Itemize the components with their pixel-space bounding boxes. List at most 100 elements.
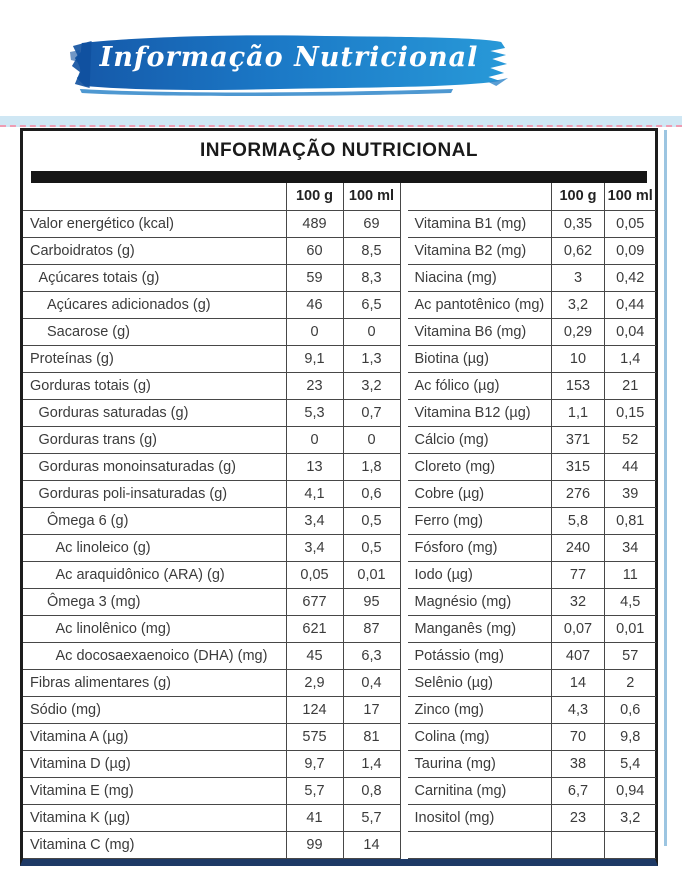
- nutrient-name: Vitamina A (µg): [23, 723, 286, 751]
- value-100g: 621: [285, 615, 343, 643]
- value-100g: 5,3: [285, 399, 343, 427]
- nutrient-name: Ac araquidônico (ARA) (g): [23, 561, 286, 589]
- value-100g: 0,35: [551, 210, 605, 238]
- table-row: Fósforo (mg) 240 34: [407, 534, 656, 562]
- value-100g: 124: [285, 696, 343, 724]
- nutrient-name: Biotina (µg): [407, 345, 552, 373]
- value-100ml: 39: [604, 480, 656, 508]
- table-row: Inositol (mg) 23 3,2: [407, 804, 656, 832]
- nutrient-name: Selênio (µg): [407, 669, 552, 697]
- value-100g: 41: [285, 804, 343, 832]
- value-100ml: 0: [342, 426, 401, 454]
- table-row: Vitamina D (µg) 9,7 1,4: [23, 750, 401, 778]
- value-100ml: 0,05: [604, 210, 656, 238]
- value-100g: 45: [285, 642, 343, 670]
- value-100ml: 95: [342, 588, 401, 616]
- value-100ml: 0,94: [604, 777, 656, 805]
- header-spacer: [407, 183, 552, 211]
- table-row: Ac linolênico (mg) 621 87: [23, 615, 401, 643]
- nutrient-name: Açúcares adicionados (g): [23, 291, 286, 319]
- nutrient-name: [407, 831, 552, 859]
- banner-title: Informação Nutricional: [99, 42, 479, 73]
- table-row: Valor energético (kcal) 489 69: [23, 210, 401, 238]
- value-100g: 0: [285, 318, 343, 346]
- table-row: Magnésio (mg) 32 4,5: [407, 588, 656, 616]
- unit-header-row-right: 100 g 100 ml: [407, 183, 656, 211]
- nutrient-name: Gorduras saturadas (g): [23, 399, 286, 427]
- value-100ml: 44: [604, 453, 656, 481]
- value-100g: 0,62: [551, 237, 605, 265]
- table-row: Zinco (mg) 4,3 0,6: [407, 696, 656, 724]
- nutrient-name: Carnitina (mg): [407, 777, 552, 805]
- table-row: Açúcares totais (g) 59 8,3: [23, 264, 401, 292]
- nutrient-name: Gorduras totais (g): [23, 372, 286, 400]
- value-100ml: 6,3: [342, 642, 401, 670]
- value-100ml: 2: [604, 669, 656, 697]
- nutrient-name: Zinco (mg): [407, 696, 552, 724]
- value-100g: 0: [285, 426, 343, 454]
- value-100ml: 69: [342, 210, 401, 238]
- nutrient-name: Ac linoleico (g): [23, 534, 286, 562]
- table-row: Carnitina (mg) 6,7 0,94: [407, 777, 656, 805]
- nutrient-name: Valor energético (kcal): [23, 210, 286, 238]
- table-row: Ac linoleico (g) 3,4 0,5: [23, 534, 401, 562]
- value-100ml: 0,5: [342, 534, 401, 562]
- value-100ml: 0,6: [604, 696, 656, 724]
- value-100g: 99: [285, 831, 343, 859]
- value-100ml: 0,42: [604, 264, 656, 292]
- table-row: Gorduras totais (g) 23 3,2: [23, 372, 401, 400]
- value-100g: 2,9: [285, 669, 343, 697]
- table-row: Iodo (µg) 77 11: [407, 561, 656, 589]
- table-row: Açúcares adicionados (g) 46 6,5: [23, 291, 401, 319]
- value-100g: 5,7: [285, 777, 343, 805]
- value-100ml: 11: [604, 561, 656, 589]
- table-row: Ac pantotênico (mg) 3,2 0,44: [407, 291, 656, 319]
- nutrient-name: Ferro (mg): [407, 507, 552, 535]
- value-100g: 6,7: [551, 777, 605, 805]
- value-100g: 3,4: [285, 534, 343, 562]
- nutrient-name: Inositol (mg): [407, 804, 552, 832]
- value-100ml: 8,5: [342, 237, 401, 265]
- value-100g: 0,29: [551, 318, 605, 346]
- value-100ml: 21: [604, 372, 656, 400]
- value-100ml: 4,5: [604, 588, 656, 616]
- table-row: Gorduras monoinsaturadas (g) 13 1,8: [23, 453, 401, 481]
- value-100ml: 17: [342, 696, 401, 724]
- nutrient-name: Taurina (mg): [407, 750, 552, 778]
- value-100g: 10: [551, 345, 605, 373]
- nutrient-name: Vitamina B6 (mg): [407, 318, 552, 346]
- nutrient-name: Vitamina C (mg): [23, 831, 286, 859]
- nutrient-name: Gorduras monoinsaturadas (g): [23, 453, 286, 481]
- value-100g: 489: [285, 210, 343, 238]
- table-row: Sacarose (g) 0 0: [23, 318, 401, 346]
- value-100g: 60: [285, 237, 343, 265]
- value-100g: 9,7: [285, 750, 343, 778]
- value-100g: 407: [551, 642, 605, 670]
- value-100g: 5,8: [551, 507, 605, 535]
- value-100g: 46: [285, 291, 343, 319]
- value-100ml: 0,6: [342, 480, 401, 508]
- nutrient-name: Manganês (mg): [407, 615, 552, 643]
- nutrient-name: Vitamina D (µg): [23, 750, 286, 778]
- value-100ml: 0,44: [604, 291, 656, 319]
- value-100g: 315: [551, 453, 605, 481]
- nutrient-name: Açúcares totais (g): [23, 264, 286, 292]
- nutrient-name: Sódio (mg): [23, 696, 286, 724]
- nutrient-name: Gorduras trans (g): [23, 426, 286, 454]
- nutrient-name: Ac linolênico (mg): [23, 615, 286, 643]
- value-100ml: 1,4: [342, 750, 401, 778]
- value-100ml: 3,2: [342, 372, 401, 400]
- header-100g-left: 100 g: [285, 183, 343, 211]
- nutrient-name: Vitamina K (µg): [23, 804, 286, 832]
- nutrient-name: Vitamina B12 (µg): [407, 399, 552, 427]
- value-100g: 4,1: [285, 480, 343, 508]
- value-100ml: [604, 831, 656, 859]
- value-100g: 677: [285, 588, 343, 616]
- table-row: Cobre (µg) 276 39: [407, 480, 656, 508]
- value-100ml: 0,09: [604, 237, 656, 265]
- value-100g: 14: [551, 669, 605, 697]
- table-row: Taurina (mg) 38 5,4: [407, 750, 656, 778]
- header-100ml-left: 100 ml: [342, 183, 401, 211]
- value-100ml: 1,8: [342, 453, 401, 481]
- table-row: Biotina (µg) 10 1,4: [407, 345, 656, 373]
